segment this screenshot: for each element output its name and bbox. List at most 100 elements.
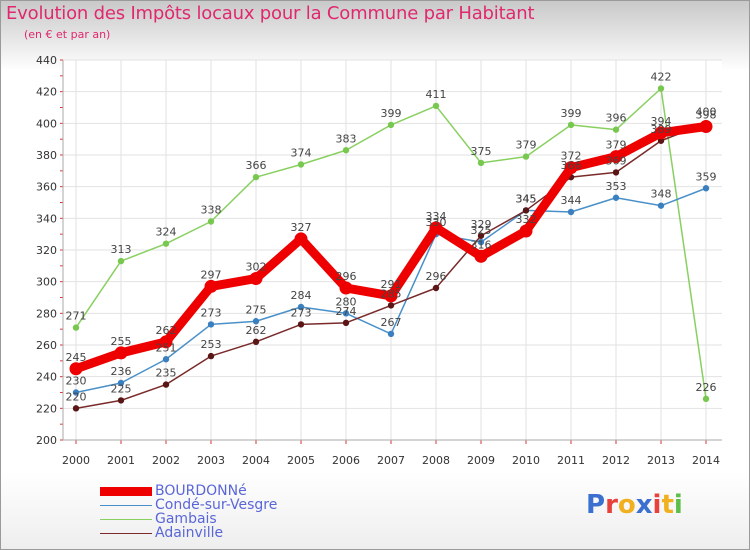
data-point-gambais [477, 159, 485, 167]
data-point-adainville [162, 381, 170, 388]
logo-letter: r [605, 490, 618, 520]
data-point-adainville [342, 319, 350, 327]
data-point-cond-sur-vesgre [612, 194, 620, 201]
chart-subtitle: (en € et par an) [24, 28, 111, 41]
y-tick-label: 420 [36, 86, 57, 99]
data-point-adainville [522, 207, 530, 214]
data-label-cond-sur-vesgre: 284 [291, 289, 312, 302]
data-label-cond-sur-vesgre: 251 [156, 341, 177, 354]
data-label-cond-sur-vesgre: 275 [246, 303, 267, 316]
data-label-gambais: 399 [381, 107, 402, 120]
data-label-bourdonn-: 297 [201, 268, 222, 281]
data-point-adainville [72, 405, 80, 412]
x-tick-label: 2004 [242, 454, 270, 467]
data-point-bourdonn- [384, 289, 398, 303]
data-point-gambais [117, 257, 125, 265]
data-label-cond-sur-vesgre: 359 [696, 170, 717, 183]
data-point-gambais [522, 153, 530, 160]
data-point-gambais [342, 147, 350, 154]
data-label-cond-sur-vesgre: 344 [561, 194, 582, 207]
data-label-bourdonn-: 262 [156, 324, 177, 337]
y-tick-label: 320 [36, 244, 57, 257]
data-label-bourdonn-: 379 [606, 139, 627, 152]
data-label-gambais: 338 [201, 204, 222, 217]
data-point-gambais [432, 102, 440, 110]
legend-swatch [100, 486, 152, 496]
data-label-bourdonn-: 398 [696, 109, 717, 122]
data-point-bourdonn- [654, 126, 668, 140]
x-tick-label: 2005 [287, 454, 315, 467]
data-label-gambais: 375 [471, 145, 492, 158]
data-point-adainville [252, 338, 260, 346]
data-label-cond-sur-vesgre: 273 [201, 306, 222, 319]
logo-letter: t [661, 490, 674, 520]
data-label-adainville: 253 [201, 338, 222, 351]
data-label-gambais: 226 [696, 381, 717, 394]
data-point-cond-sur-vesgre [297, 303, 305, 311]
data-label-cond-sur-vesgre: 267 [381, 316, 402, 329]
data-point-gambais [657, 85, 665, 92]
data-point-adainville [477, 232, 485, 239]
legend-item-cond-sur-vesgre: Condé-sur-Vesgre [100, 498, 277, 512]
data-label-adainville: 273 [291, 306, 312, 319]
data-point-cond-sur-vesgre [207, 321, 215, 328]
data-point-bourdonn- [159, 335, 173, 349]
data-label-cond-sur-vesgre: 230 [66, 375, 87, 388]
data-label-gambais: 422 [651, 71, 672, 84]
data-label-bourdonn-: 255 [111, 335, 132, 348]
y-tick-label: 200 [36, 434, 57, 447]
x-tick-label: 2007 [377, 454, 405, 467]
data-label-bourdonn-: 327 [291, 221, 312, 234]
chart-title: Evolution des Impôts locaux pour la Comm… [6, 3, 535, 24]
y-tick-label: 220 [36, 402, 57, 415]
data-label-cond-sur-vesgre: 345 [516, 192, 537, 205]
legend-swatch [100, 504, 152, 506]
data-point-bourdonn- [249, 272, 263, 285]
data-point-bourdonn- [204, 279, 218, 293]
data-label-cond-sur-vesgre: 353 [606, 180, 627, 193]
x-tick-label: 2001 [107, 454, 135, 467]
y-tick-label: 360 [36, 181, 57, 194]
data-point-cond-sur-vesgre [702, 185, 710, 192]
y-tick-label: 340 [36, 212, 57, 225]
data-point-adainville [612, 169, 620, 176]
x-tick-label: 2000 [62, 454, 90, 467]
legend-item-bourdonn-: BOURDONNé [100, 484, 277, 498]
data-label-bourdonn-: 334 [426, 210, 447, 223]
data-label-bourdonn-: 372 [561, 150, 582, 163]
data-label-gambais: 366 [246, 159, 267, 172]
y-tick-label: 440 [36, 54, 57, 67]
data-label-gambais: 271 [66, 310, 87, 323]
data-point-adainville [297, 321, 305, 328]
proxiti-logo: Proxiti [586, 490, 683, 520]
x-tick-label: 2011 [557, 454, 585, 467]
legend-label: BOURDONNé [155, 483, 247, 499]
data-point-bourdonn- [429, 221, 443, 235]
x-tick-label: 2008 [422, 454, 450, 467]
data-point-bourdonn- [609, 150, 623, 164]
data-label-adainville: 329 [471, 218, 492, 231]
logo-letter: i [652, 490, 662, 520]
x-tick-label: 2002 [152, 454, 180, 467]
y-tick-label: 400 [36, 117, 57, 130]
data-point-cond-sur-vesgre [342, 310, 350, 317]
x-tick-label: 2014 [692, 454, 720, 467]
data-point-bourdonn- [339, 281, 353, 295]
legend-swatch [100, 532, 152, 534]
data-label-gambais: 324 [156, 226, 177, 239]
data-label-gambais: 411 [426, 88, 447, 101]
data-point-adainville [207, 352, 215, 360]
data-point-gambais [297, 161, 305, 168]
data-label-bourdonn-: 332 [516, 213, 537, 226]
x-tick-label: 2012 [602, 454, 630, 467]
data-point-adainville [387, 302, 395, 309]
data-point-gambais [612, 126, 620, 133]
logo-letter: o [617, 490, 636, 520]
data-label-adainville: 225 [111, 382, 132, 395]
logo-letter: i [673, 490, 683, 520]
data-label-gambais: 396 [606, 112, 627, 125]
data-point-bourdonn- [699, 120, 713, 133]
data-point-cond-sur-vesgre [657, 202, 665, 209]
x-tick-label: 2006 [332, 454, 360, 467]
x-tick-label: 2010 [512, 454, 540, 467]
